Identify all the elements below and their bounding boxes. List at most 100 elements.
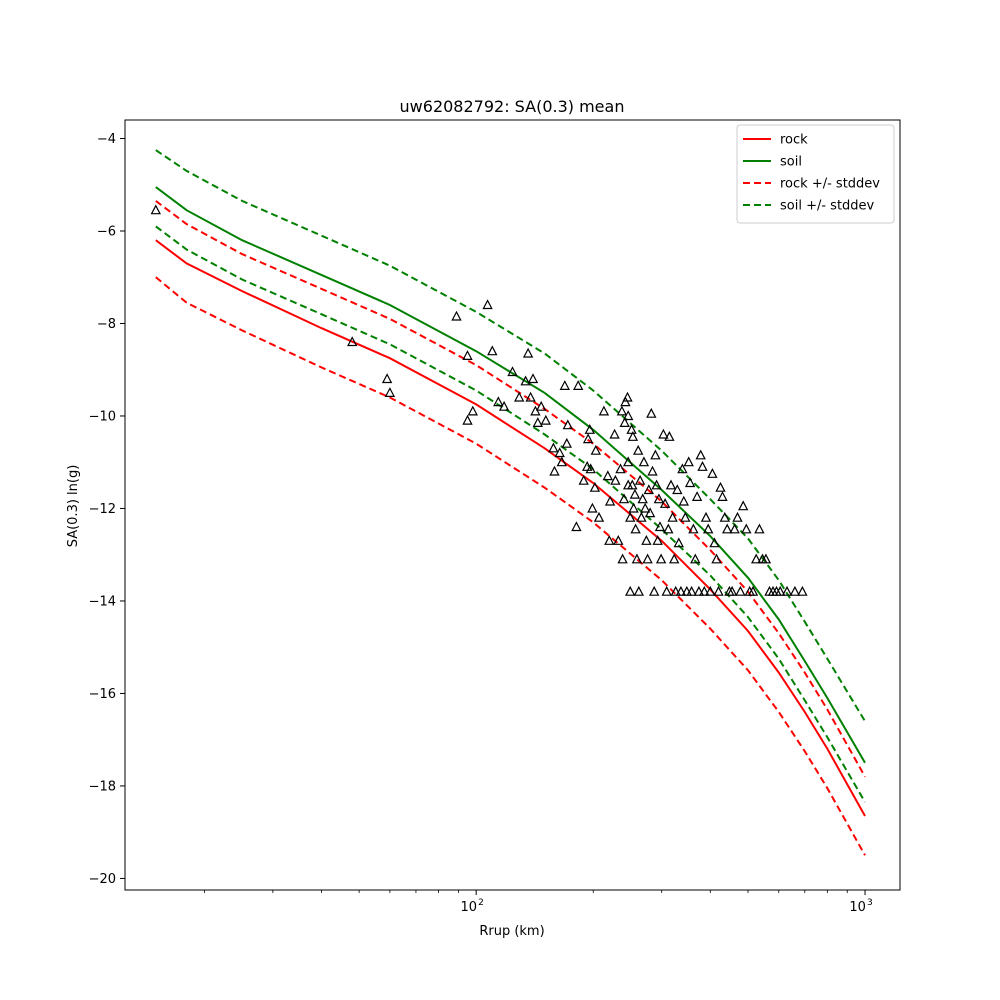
observation-point	[729, 523, 740, 534]
observation-point	[715, 481, 726, 492]
legend-box	[736, 124, 895, 224]
y-tick-label: −20	[89, 872, 116, 887]
observation-point	[653, 493, 665, 504]
axes: −4 −6 −8 −10 −12 −14 −16 −18 −20 102 103	[89, 119, 901, 915]
observation-point	[384, 387, 396, 397]
observation-point	[625, 585, 636, 596]
observation-point	[695, 449, 706, 460]
observation-point	[700, 511, 712, 522]
observation-point	[686, 585, 697, 596]
observation-point	[451, 310, 462, 321]
observation-point	[705, 585, 716, 596]
observation-point	[562, 419, 573, 430]
observation-point	[150, 204, 161, 215]
observation-point	[616, 405, 628, 416]
observation-point	[585, 463, 596, 474]
observation-point	[530, 405, 541, 416]
observation-point	[640, 502, 651, 513]
observation-point	[604, 495, 616, 506]
series-line-3	[155, 200, 866, 778]
observation-point	[559, 380, 570, 390]
observation-point	[536, 400, 547, 411]
observation-point	[709, 537, 720, 548]
observation-point	[613, 535, 624, 545]
observation-point	[467, 405, 478, 416]
observation-point	[610, 474, 621, 485]
y-axis-label: SA(0.3) ln(g)	[66, 465, 81, 548]
observation-point	[638, 456, 650, 467]
observation-point	[602, 470, 613, 481]
observation-point	[652, 535, 663, 545]
observation-point	[381, 373, 393, 384]
observation-point	[703, 523, 714, 534]
observation-point	[690, 553, 701, 564]
observation-point	[642, 553, 653, 564]
observation-point	[634, 474, 646, 485]
observation-point	[527, 373, 539, 384]
observation-point	[684, 477, 696, 488]
observation-point	[623, 410, 634, 421]
observation-point	[514, 391, 525, 402]
observation-point	[498, 400, 510, 411]
observation-point	[659, 498, 671, 508]
observation-point	[643, 484, 654, 495]
legend-label: rock +/- stddev	[780, 177, 880, 192]
observation-point	[663, 523, 674, 534]
observation-point	[462, 414, 473, 425]
observation-point	[641, 535, 652, 545]
observation-point	[760, 553, 772, 564]
observation-point	[661, 585, 672, 596]
observation-point	[651, 479, 662, 490]
observation-point	[683, 456, 694, 467]
y-tick-label: −14	[89, 594, 116, 609]
observation-point	[540, 414, 551, 425]
observation-point	[672, 484, 683, 495]
observation-point	[717, 491, 728, 501]
observation-point	[667, 511, 678, 522]
observation-point	[623, 456, 634, 467]
observation-point	[738, 500, 749, 511]
observation-point	[699, 585, 710, 596]
observation-point	[462, 350, 473, 360]
legend-label: soil	[780, 155, 802, 170]
observation-point	[627, 431, 639, 441]
observation-point	[604, 535, 615, 545]
observation-point	[781, 585, 793, 596]
x-tick-label: 103	[849, 898, 872, 915]
observation-point	[669, 553, 680, 564]
observation-point	[797, 585, 808, 596]
observation-point	[722, 523, 733, 534]
observation-point	[630, 523, 641, 534]
observation-point	[532, 417, 543, 427]
observation-point	[573, 380, 584, 390]
observation-point	[482, 299, 493, 310]
y-tick-label: −8	[97, 317, 116, 332]
observation-point	[589, 481, 601, 492]
plot-area	[150, 149, 866, 856]
y-tick-label: −12	[89, 502, 116, 517]
y-tick-label: −4	[97, 132, 116, 147]
observation-point	[571, 521, 582, 532]
series-line-4	[155, 149, 866, 722]
observation-point	[707, 468, 718, 478]
observation-point	[615, 463, 626, 474]
observation-point	[644, 507, 656, 518]
observation-point	[754, 523, 765, 534]
observation-point	[675, 585, 687, 596]
observation-point	[711, 553, 722, 564]
y-tick-label: −10	[89, 409, 116, 424]
observation-point	[751, 553, 762, 564]
observation-point	[593, 511, 605, 522]
observation-point	[627, 479, 638, 490]
observation-point	[726, 585, 738, 596]
observation-point	[636, 511, 647, 522]
observation-point	[678, 495, 689, 506]
observation-point	[582, 433, 594, 444]
observation-point	[633, 585, 644, 596]
observation-point	[680, 511, 691, 522]
legend: rock soil rock +/- stddev soil +/- stddev	[736, 124, 895, 224]
observation-point	[590, 444, 601, 455]
observation-point	[654, 521, 666, 532]
series-line-1	[155, 186, 866, 764]
